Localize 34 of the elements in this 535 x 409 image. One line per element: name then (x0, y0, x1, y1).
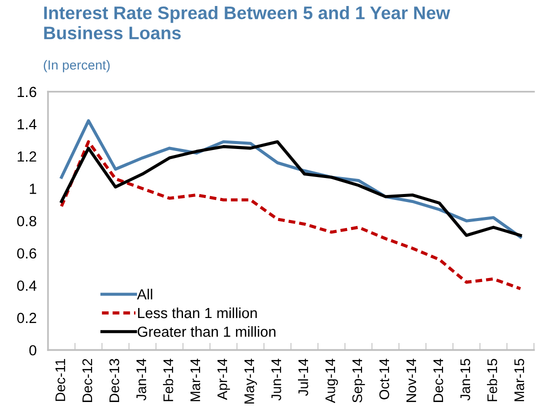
legend-label: All (136, 288, 152, 300)
x-tick-label: Dec-14 (433, 358, 444, 402)
x-tick-label: Mar-14 (190, 358, 200, 402)
y-tick-label: 1 (30, 184, 36, 194)
line-series (60, 140, 522, 290)
y-tick-label: 0 (29, 345, 36, 356)
legend-label: Greater than 1 million (138, 326, 276, 337)
x-tick-label: Jan-14 (136, 358, 146, 401)
x-tick-label: Aug-14 (325, 358, 338, 404)
x-tick-label: Apr-14 (218, 358, 230, 400)
x-tick-label: Jun-14 (272, 358, 282, 401)
x-tick-label: Feb-15 (486, 358, 498, 402)
x-tick-label: Feb-14 (163, 358, 174, 402)
x-tick-label: Dec-12 (82, 359, 92, 402)
chart-subtitle: (In percent) (44, 60, 110, 72)
x-tick-label: Oct-14 (379, 358, 390, 400)
legend-label: Less than 1 million (138, 307, 257, 318)
x-tick-label: Jan-15 (460, 358, 470, 401)
y-tick-label: 0.2 (17, 312, 36, 324)
y-tick-label: 1.4 (18, 119, 36, 130)
y-tick-label: 0.4 (17, 280, 36, 291)
line-series (60, 140, 522, 237)
x-tick-label: Sep-14 (352, 358, 365, 402)
y-tick-label: 0.6 (17, 248, 36, 259)
x-tick-label: Nov-14 (406, 358, 416, 402)
y-tick-label: 0.8 (17, 216, 36, 226)
y-tick-label: 1.6 (18, 86, 36, 98)
chart-title: Interest Rate Spread Between 5 and 1 Year New Business Loans (44, 6, 450, 40)
x-tick-label: Mar-15 (514, 358, 524, 402)
x-tick-label: Dec-11 (56, 358, 66, 401)
x-tick-label: May-14 (244, 358, 257, 404)
y-tick-label: 1.2 (18, 151, 36, 162)
x-tick-label: Jul-14 (298, 358, 308, 396)
x-tick-label: Dec-13 (109, 358, 120, 402)
